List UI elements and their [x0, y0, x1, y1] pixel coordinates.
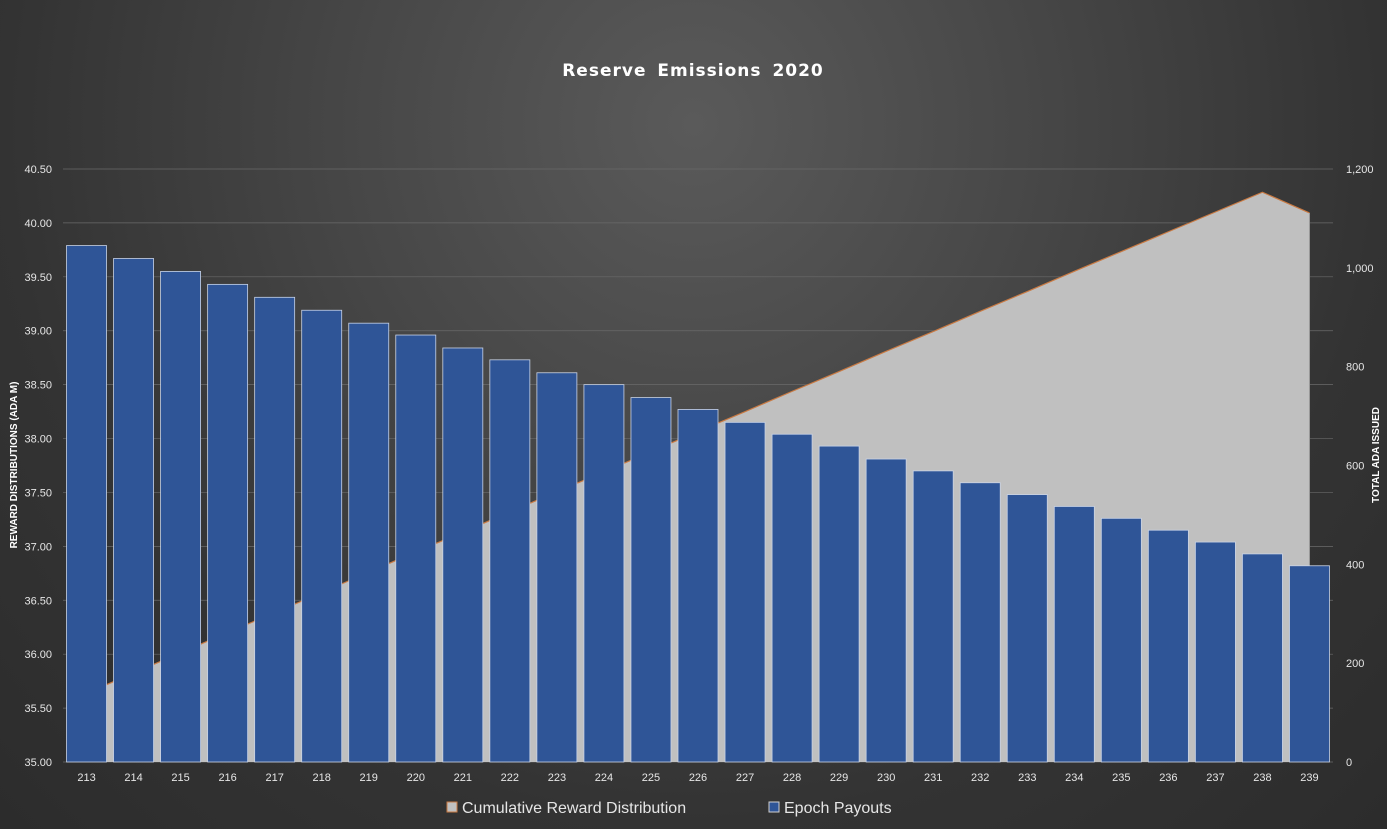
- x-tick-label: 237: [1206, 772, 1224, 784]
- left-tick-label: 36.50: [24, 595, 52, 607]
- bar-epoch-229: [818, 445, 860, 763]
- x-tick-label: 217: [265, 772, 283, 784]
- left-tick-label: 40.00: [24, 218, 52, 230]
- x-tick-label: 226: [689, 772, 707, 784]
- left-tick-label: 36.00: [24, 649, 52, 661]
- right-tick-label: 0: [1346, 757, 1352, 769]
- x-tick-label: 214: [124, 772, 142, 784]
- left-tick-label: 39.50: [24, 272, 52, 284]
- x-tick-label: 231: [924, 772, 942, 784]
- x-tick-label: 213: [77, 772, 95, 784]
- bar-epoch-218: [301, 309, 343, 763]
- bar-epoch-236: [1147, 529, 1189, 763]
- bar-epoch-226: [677, 409, 719, 763]
- bar-epoch-238: [1242, 553, 1283, 763]
- x-tick-label: 227: [736, 772, 754, 784]
- bar-epoch-224: [583, 384, 625, 763]
- x-tick-label: 235: [1112, 772, 1130, 784]
- bar-epoch-233: [1006, 494, 1048, 763]
- right-tick-label: 400: [1346, 559, 1364, 571]
- x-tick-label: 218: [313, 772, 331, 784]
- right-tick-label: 1,000: [1346, 263, 1374, 275]
- x-tick-label: 229: [830, 772, 848, 784]
- legend: Cumulative Reward Distribution Epoch Pay…: [446, 800, 892, 817]
- right-tick-label: 800: [1346, 362, 1364, 374]
- right-tick-label: 600: [1346, 461, 1364, 473]
- x-tick-label: 236: [1159, 772, 1177, 784]
- right-tick-label: 200: [1346, 658, 1364, 670]
- x-tick-label: 219: [360, 772, 378, 784]
- left-tick-label: 38.00: [24, 434, 52, 446]
- x-tick-label: 222: [501, 772, 519, 784]
- bar-epoch-228: [771, 433, 813, 763]
- left-axis-title: REWARD DISTRIBUTIONS (ADA M): [9, 382, 20, 549]
- bar-epoch-230: [865, 458, 907, 763]
- x-tick-label: 230: [877, 772, 895, 784]
- x-tick-label: 220: [407, 772, 425, 784]
- bar-epoch-214: [113, 258, 154, 763]
- x-tick-label: 232: [971, 772, 989, 784]
- x-axis-ticks: 213 214 215 216 217 218 219 220 221 222 223 224 225 2…: [77, 772, 1318, 784]
- left-tick-label: 35.50: [24, 703, 52, 715]
- bar-epoch-235: [1100, 517, 1142, 763]
- legend-label-cumulative: Cumulative Reward Distribution: [462, 800, 686, 817]
- x-tick-label: 225: [642, 772, 660, 784]
- right-axis-ticks: 0 200 400 600 800 1,000 1,200: [1346, 164, 1374, 769]
- x-tick-label: 238: [1253, 772, 1271, 784]
- bar-epoch-219: [348, 322, 390, 763]
- left-tick-label: 39.00: [24, 326, 52, 338]
- bar-epoch-239: [1289, 565, 1330, 763]
- bar-epoch-213: [66, 245, 107, 763]
- x-tick-label: 223: [548, 772, 566, 784]
- legend-swatch-cumulative: [446, 801, 458, 813]
- bar-epoch-217: [254, 296, 296, 763]
- left-tick-label: 37.00: [24, 541, 52, 553]
- bar-epoch-220: [395, 334, 437, 763]
- bar-epoch-227: [724, 421, 766, 763]
- right-tick-label: 1,200: [1346, 164, 1374, 176]
- bar-epoch-234: [1053, 506, 1095, 763]
- x-tick-label: 221: [454, 772, 472, 784]
- left-tick-label: 38.50: [24, 380, 52, 392]
- bar-epoch-223: [536, 372, 578, 763]
- left-tick-label: 37.50: [24, 487, 52, 499]
- x-tick-label: 239: [1300, 772, 1318, 784]
- x-tick-label: 234: [1065, 772, 1083, 784]
- bar-epoch-225: [630, 397, 672, 763]
- x-tick-label: 228: [783, 772, 801, 784]
- bars-layer: [66, 245, 1330, 763]
- right-axis-title: TOTAL ADA ISSUED: [1371, 407, 1382, 503]
- legend-label-epoch: Epoch Payouts: [784, 800, 892, 817]
- bar-epoch-221: [442, 347, 484, 763]
- x-tick-label: 216: [218, 772, 236, 784]
- bar-epoch-237: [1195, 541, 1236, 763]
- bar-epoch-222: [489, 359, 531, 763]
- bar-epoch-231: [912, 470, 954, 763]
- x-tick-label: 233: [1018, 772, 1036, 784]
- left-axis-ticks: 35.00 35.50 36.00 36.50 37.00 37.50 38.00 38.50…: [24, 164, 52, 769]
- chart-title: Reserve Emissions 2020: [562, 61, 824, 81]
- x-tick-label: 215: [171, 772, 189, 784]
- bar-epoch-216: [207, 283, 249, 763]
- left-tick-label: 40.50: [24, 164, 52, 176]
- left-tick-label: 35.00: [24, 757, 52, 769]
- bar-epoch-232: [959, 482, 1001, 763]
- bar-epoch-215: [160, 271, 201, 763]
- x-tick-label: 224: [595, 772, 613, 784]
- legend-swatch-epoch: [768, 801, 780, 813]
